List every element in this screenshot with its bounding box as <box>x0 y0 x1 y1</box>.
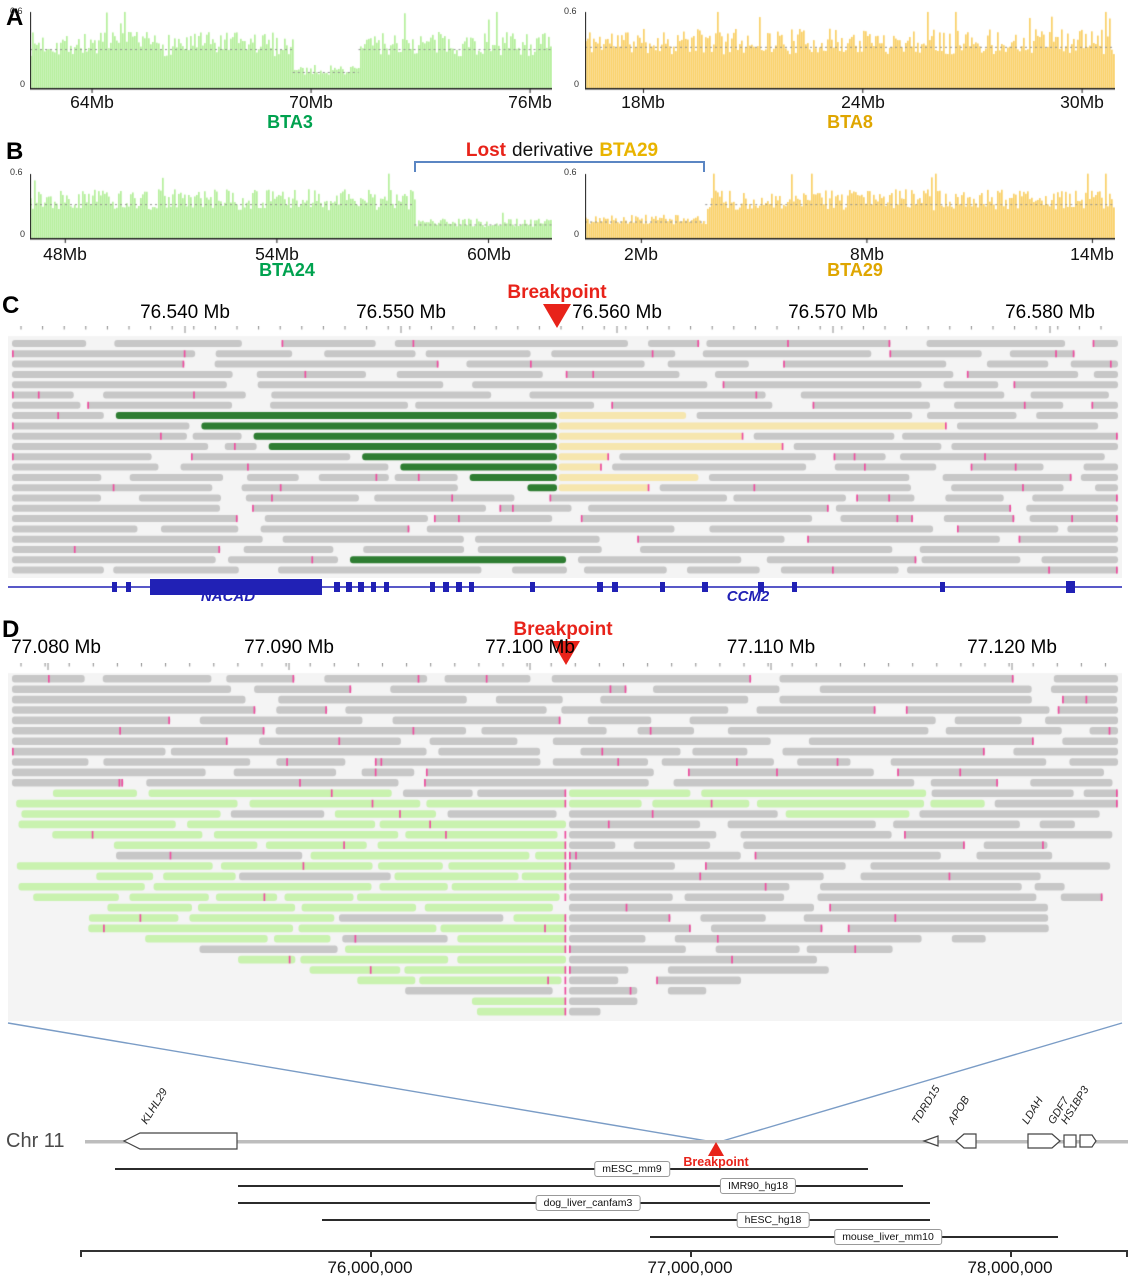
lost-derivative-title: Lost derivative BTA29 <box>466 140 658 162</box>
coverage-plot-bta3 <box>30 10 552 94</box>
bottom-axis-label-77m: 77,000,000 <box>647 1258 733 1277</box>
yaxis-min-a-left: 0 <box>20 79 26 89</box>
yaxis-min-a-right: 0 <box>574 79 580 89</box>
chromosome-name-bta24: BTA24 <box>259 260 315 280</box>
lost-region-bracket <box>414 161 705 163</box>
tick-b-left-2: 60Mb <box>467 244 511 264</box>
ruler-d-2: 77.100 Mb <box>485 637 575 658</box>
track-label-imr90-hg18: IMR90_hg18 <box>719 1178 797 1194</box>
ruler-c-2: 76.560 Mb <box>572 302 662 323</box>
tick-a-left-2: 76Mb <box>508 92 552 112</box>
bottom-axis-line <box>80 1250 1128 1252</box>
bottom-axis-tick-end <box>1126 1250 1128 1257</box>
ruler-c-4: 76.580 Mb <box>1005 302 1095 323</box>
yaxis-min-b-right: 0 <box>574 229 580 239</box>
bottom-axis-tick-start <box>80 1250 82 1257</box>
gene-label-nacad: NACAD <box>200 588 256 605</box>
zoom-connector-lines <box>7 1022 1123 1143</box>
ruler-c-1: 76.550 Mb <box>356 302 446 323</box>
bottom-axis-label-78m: 78,000,000 <box>967 1258 1053 1277</box>
gene-shape-apob <box>955 1133 977 1149</box>
bottom-axis-tick-77m <box>690 1250 692 1257</box>
gene-shape-gdf7 <box>1063 1134 1077 1148</box>
bta29-word: BTA29 <box>599 140 659 161</box>
tick-a-left-1: 70Mb <box>289 92 333 112</box>
chr11-diagram <box>85 1132 1128 1156</box>
track-line-imr90-hg18 <box>238 1185 903 1187</box>
chromosome-name-bta8: BTA8 <box>827 112 873 132</box>
yaxis-max-b-left: 0.6 <box>10 167 23 177</box>
gene-label-ccm2: CCM2 <box>726 588 770 605</box>
coverage-plot-bta24 <box>30 172 552 244</box>
ruler-d-0: 77.080 Mb <box>11 637 101 658</box>
read-alignment-panel-d <box>8 663 1122 1021</box>
tick-a-right-1: 24Mb <box>841 92 885 112</box>
breakpoint-label-d: Breakpoint <box>513 619 613 640</box>
tick-b-right-0: 2Mb <box>623 244 659 264</box>
breakpoint-marker-chr11 <box>708 1142 724 1156</box>
coverage-plot-bta29 <box>585 172 1115 244</box>
chr11-label: Chr 11 <box>6 1130 65 1152</box>
yaxis-max-a-left: 0.6 <box>10 6 23 16</box>
panel-b-label: B <box>6 138 24 165</box>
breakpoint-arrow-c <box>543 304 571 328</box>
ruler-d-1: 77.090 Mb <box>244 637 334 658</box>
bracket-left-end <box>414 161 416 172</box>
breakpoint-label-c: Breakpoint <box>507 282 607 303</box>
gene-track-c <box>8 579 1122 595</box>
yaxis-min-b-left: 0 <box>20 229 26 239</box>
chromosome-name-bta29: BTA29 <box>827 260 883 280</box>
track-label-mesc-mm9: mESC_mm9 <box>594 1161 670 1177</box>
breakpoint-arrow-d <box>552 641 580 665</box>
bottom-axis-tick-78m <box>1010 1250 1012 1257</box>
yaxis-max-a-right: 0.6 <box>564 6 577 16</box>
coverage-plot-bta8 <box>585 10 1115 94</box>
track-label-mouse-liver-mm10: mouse_liver_mm10 <box>834 1229 942 1245</box>
tick-b-right-2: 14Mb <box>1070 244 1114 264</box>
tick-a-left-0: 64Mb <box>70 92 114 112</box>
derivative-word: derivative <box>512 140 594 161</box>
bottom-axis-tick-76m <box>370 1250 372 1257</box>
gene-shape-klhl29 <box>122 1132 238 1150</box>
gene-shape-tdrd15 <box>922 1135 939 1147</box>
ruler-d-3: 77.110 Mb <box>726 637 816 658</box>
track-line-mesc-mm9 <box>115 1168 868 1170</box>
tick-b-left-1: 54Mb <box>255 244 299 264</box>
gene-shape-hs1bp3 <box>1079 1134 1097 1148</box>
tick-a-right-0: 18Mb <box>621 92 665 112</box>
tick-b-right-1: 8Mb <box>849 244 885 264</box>
panel-c-label: C <box>2 292 20 319</box>
chromosome-name-bta3: BTA3 <box>267 112 313 132</box>
read-alignment-panel-c <box>8 326 1122 578</box>
tick-b-left-0: 48Mb <box>43 244 87 264</box>
tick-a-right-2: 30Mb <box>1060 92 1104 112</box>
ruler-d-4: 77.120 Mb <box>967 637 1057 658</box>
bracket-right-end <box>703 161 705 172</box>
panel-a-label: A <box>6 4 24 31</box>
breakpoint-label-chr11: Breakpoint <box>683 1155 749 1169</box>
track-label-dog-liver-canfam3: dog_liver_canfam3 <box>535 1195 641 1211</box>
lost-word: Lost <box>465 140 506 161</box>
track-line-hesc-hg18 <box>322 1219 930 1221</box>
bottom-axis-label-76m: 76,000,000 <box>327 1258 413 1277</box>
panel-d-label: D <box>2 616 20 643</box>
ruler-c-3: 76.570 Mb <box>788 302 878 323</box>
ruler-c-0: 76.540 Mb <box>140 302 230 323</box>
track-label-hesc-hg18: hESC_hg18 <box>736 1212 810 1228</box>
yaxis-max-b-right: 0.6 <box>564 167 577 177</box>
gene-shape-ldah <box>1027 1133 1061 1149</box>
